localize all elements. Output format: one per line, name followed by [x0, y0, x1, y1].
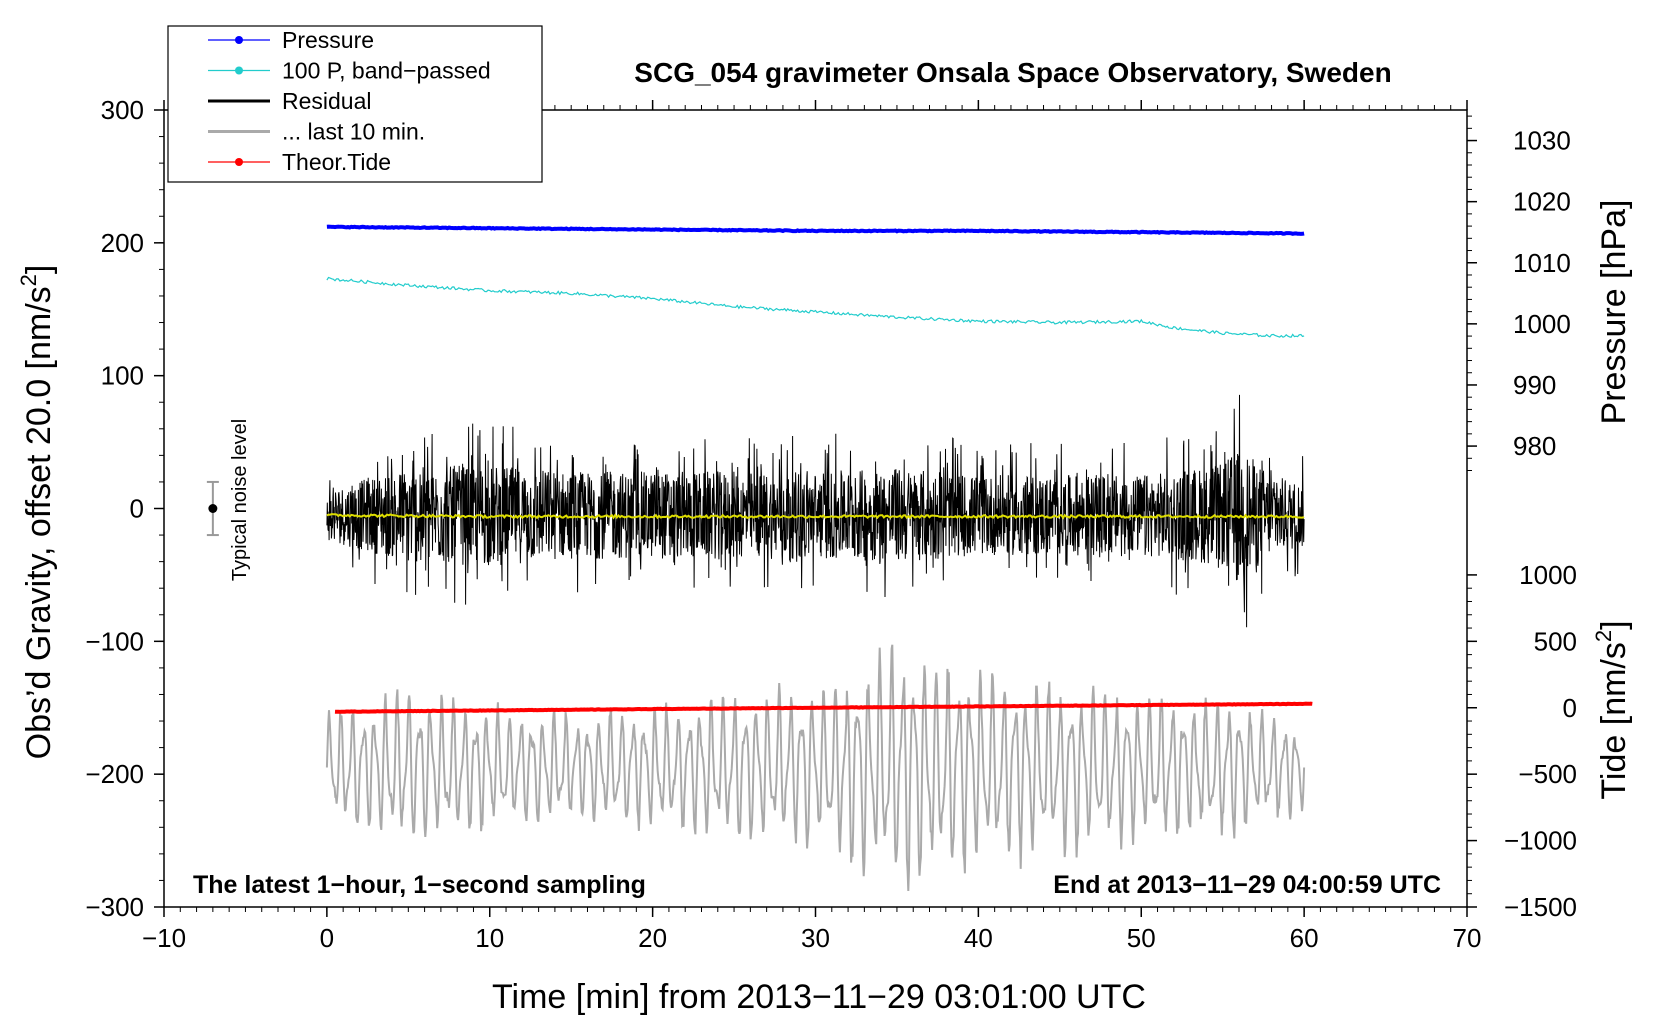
x-tick-label: 50	[1127, 923, 1156, 953]
legend-label: ... last 10 min.	[282, 119, 425, 145]
x-tick-label: 0	[320, 923, 334, 953]
pressure-tick-label: 990	[1513, 370, 1556, 400]
tide-tick-label: 500	[1534, 626, 1577, 656]
x-tick-label: 30	[801, 923, 830, 953]
y3-axis-label-end: ]	[1595, 620, 1633, 629]
tide-tick-label: −1000	[1504, 826, 1577, 856]
pressure-tick-label: 1010	[1513, 248, 1571, 278]
pressure-tick-label: 1020	[1513, 187, 1571, 217]
y-tick-label: 300	[101, 95, 144, 125]
legend-label: Pressure	[282, 27, 374, 53]
series-theoretical-tide	[334, 701, 1313, 714]
tide-tick-label: 0	[1563, 693, 1577, 723]
series-pressure-bandpassed	[326, 276, 1305, 338]
tide-tick-label: 1000	[1519, 560, 1577, 590]
y-tick-label: −200	[85, 759, 144, 789]
legend-marker	[235, 66, 243, 75]
legend-label: 100 P, band−passed	[282, 58, 491, 84]
y-axis-label-sup: 2	[16, 274, 41, 286]
pressure-tick-label: 1000	[1513, 309, 1571, 339]
noise-indicator: Typical noise level	[206, 419, 251, 581]
noise-label: Typical noise level	[229, 419, 251, 581]
x-tick-label: 70	[1453, 923, 1482, 953]
x-axis-label: Time [min] from 2013−11−29 03:01:00 UTC	[492, 978, 1146, 1016]
y-axis-label-end: ]	[20, 265, 58, 274]
y-axis-label: Obs’d Gravity, offset 20.0 [nm/s2]	[16, 265, 58, 760]
x-tick-label: −10	[142, 923, 186, 953]
series-residual	[326, 394, 1305, 628]
legend-label: Theor.Tide	[282, 149, 391, 175]
pressure-tick-label: 1030	[1513, 126, 1571, 156]
annotation-left: The latest 1−hour, 1−second sampling	[193, 871, 646, 899]
series-last-10-min	[325, 644, 1306, 892]
y-tick-label: −100	[85, 626, 144, 656]
noise-dot	[208, 504, 218, 513]
series-pressure	[326, 224, 1305, 236]
y-tick-label: 0	[130, 494, 144, 524]
tide-tick-label: −1500	[1504, 892, 1577, 922]
legend-label: Residual	[282, 88, 372, 114]
annotation-right: End at 2013−11−29 04:00:59 UTC	[1053, 871, 1441, 899]
y-tick-label: 100	[101, 361, 144, 391]
legend-marker	[235, 158, 243, 166]
x-tick-label: 60	[1290, 923, 1319, 953]
y-tick-label: 200	[101, 228, 144, 258]
y3-axis-label: Tide [nm/s2]	[1591, 620, 1633, 799]
y3-axis-label-sup: 2	[1591, 630, 1616, 642]
y-tick-label: −300	[85, 892, 144, 922]
pressure-tick-label: 980	[1513, 431, 1556, 461]
y-axis-label-main: Obs’d Gravity, offset 20.0 [nm/s	[20, 286, 58, 759]
series-residual-mean	[326, 512, 1305, 520]
x-tick-label: 10	[475, 923, 504, 953]
chart-title: SCG_054 gravimeter Onsala Space Observat…	[634, 57, 1391, 88]
y3-axis-label-main: Tide [nm/s	[1595, 642, 1633, 799]
x-tick-label: 20	[638, 923, 667, 953]
legend-box	[167, 25, 543, 183]
x-tick-label: 40	[964, 923, 993, 953]
y2-axis-label: Pressure [hPa]	[1595, 200, 1633, 425]
tide-tick-label: −500	[1518, 759, 1577, 789]
legend-marker	[235, 36, 243, 44]
